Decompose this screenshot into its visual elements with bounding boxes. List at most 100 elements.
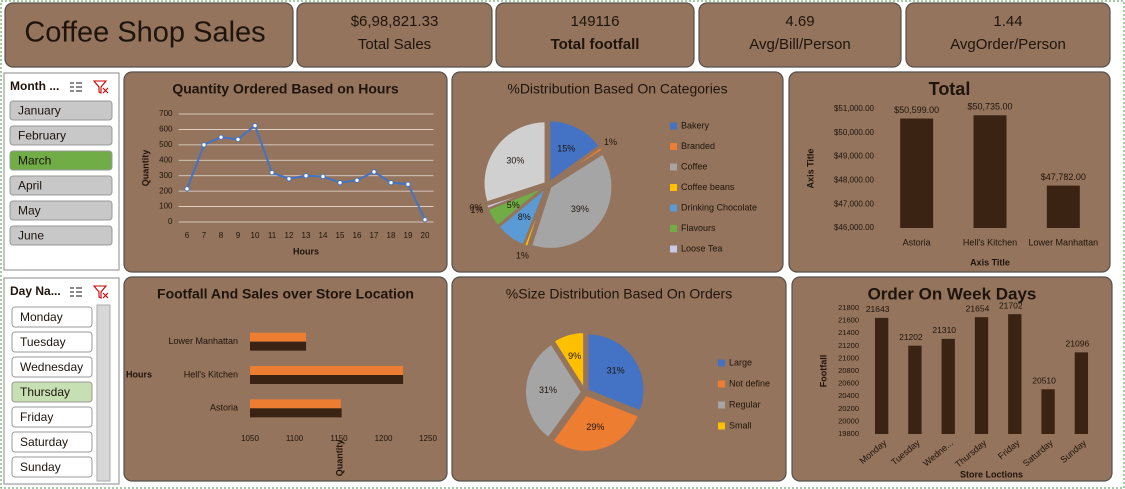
slicer-item[interactable] [9,125,113,146]
bar [1008,314,1022,434]
legend-swatch [670,245,677,253]
data-label: 21643 [866,304,890,314]
y-axis-title: Quantity [140,150,150,187]
line-marker [235,136,241,143]
scrollbar [96,304,111,482]
kpi-label: AvgOrder/Person [950,36,1066,53]
slicer-item-label: Sunday [20,460,61,474]
x-axis-title: Hours [293,246,319,256]
data-label: $50,599.00 [894,105,939,115]
legend-label: Flavours [681,223,716,233]
y-tick-label: Hell's Kitchen [184,369,238,379]
data-label: 1% [604,137,617,147]
slicer-item[interactable] [11,406,93,428]
slicer-item[interactable] [9,225,113,246]
x-tick-label: 1050 [241,434,259,443]
x-tick-label: 15 [336,231,345,240]
y-tick-label: 19800 [838,429,859,438]
legend-label: Regular [729,399,761,409]
y-tick-label: 20800 [838,366,859,375]
pie-slice [586,332,646,413]
y-tick-label: $51,000.00 [834,104,875,113]
x-tick-label: 12 [285,231,294,240]
slicer-item[interactable] [11,456,93,478]
y-tick-label: 300 [159,171,173,180]
slicer-item[interactable] [9,150,113,171]
x-tick-label: 13 [302,231,311,240]
slicer-item-label: Monday [20,310,63,324]
slicer-item-label: February [18,129,66,143]
dashboard-title: Coffee Shop Sales [24,17,265,49]
slicer-item-label: March [18,154,51,168]
slicer-item-label: Saturday [20,435,68,449]
y-tick-label: $50,000.00 [834,128,875,137]
y-tick-label: Lower Manhattan [168,336,238,346]
kpi-value: $6,98,821.33 [351,13,439,30]
x-tick-label: 17 [370,231,379,240]
x-tick-label: 1150 [330,434,348,443]
slicer-item[interactable] [11,381,93,403]
legend-label: Bakery [681,120,710,130]
panel [698,2,902,68]
x-tick-label: 16 [353,231,362,240]
y-tick-label: 21000 [838,353,859,362]
legend-swatch [718,422,725,430]
slicer-item[interactable] [11,331,93,353]
line-marker [337,179,343,186]
data-label: 31% [607,366,625,376]
line-marker [184,186,190,192]
x-tick-label: 20 [421,231,430,240]
bar [250,366,404,375]
data-label: 1% [516,251,529,261]
y-tick-label: 100 [159,202,173,211]
line-marker [252,122,258,129]
x-tick-label: 14 [319,231,328,240]
legend-swatch [670,204,677,212]
x-tick-label: 1250 [419,434,437,443]
data-label: $47,782.00 [1041,172,1086,182]
bar [973,115,1007,228]
slicer-item[interactable] [9,100,113,121]
slicer-item[interactable] [11,431,93,453]
data-label: 8% [518,212,531,222]
multiselect-icon[interactable] [70,287,82,297]
y-tick-label: 20200 [838,404,859,413]
legend-swatch [670,143,677,150]
pie-slice [550,393,641,453]
line-marker [269,169,275,176]
pie-slice [482,120,547,204]
slicer-title: Month ... [10,79,59,93]
line-marker [354,177,360,184]
slicer-item-label: April [18,179,42,193]
x-tick-label: 7 [202,231,207,240]
clear-filter-icon[interactable] [92,285,109,299]
data-label: 21310 [932,325,956,335]
data-label: 15% [557,143,575,153]
bar [1041,389,1055,434]
slicer-title: Day Na... [10,284,61,298]
multiselect-icon[interactable] [70,82,82,92]
clear-filter-icon[interactable] [92,80,109,94]
slicer-item-label: Thursday [20,385,70,399]
slicer-item[interactable] [11,306,93,328]
bar [250,408,342,418]
legend-label: Coffee beans [681,182,735,192]
slicer-item[interactable] [9,175,113,196]
x-tick-label: 1200 [375,434,393,443]
bar [908,345,922,434]
slicer-item[interactable] [11,356,93,378]
y-tick-label: Astoria [210,403,238,413]
bar [250,375,404,384]
line-marker [422,216,428,223]
y-tick-label: 600 [159,125,173,134]
slicer-item[interactable] [9,200,113,221]
legend-label: Large [729,357,752,367]
y-tick-label: 20600 [838,379,859,388]
x-tick-label: Hell's Kitchen [963,237,1017,247]
data-label: 21202 [899,332,923,342]
legend-swatch [670,163,677,171]
x-tick-label: Lower Manhattan [1029,237,1099,247]
y-tick-label: $48,000.00 [834,176,875,185]
line-marker [303,173,309,179]
y-axis-title: Footfall [818,355,828,388]
